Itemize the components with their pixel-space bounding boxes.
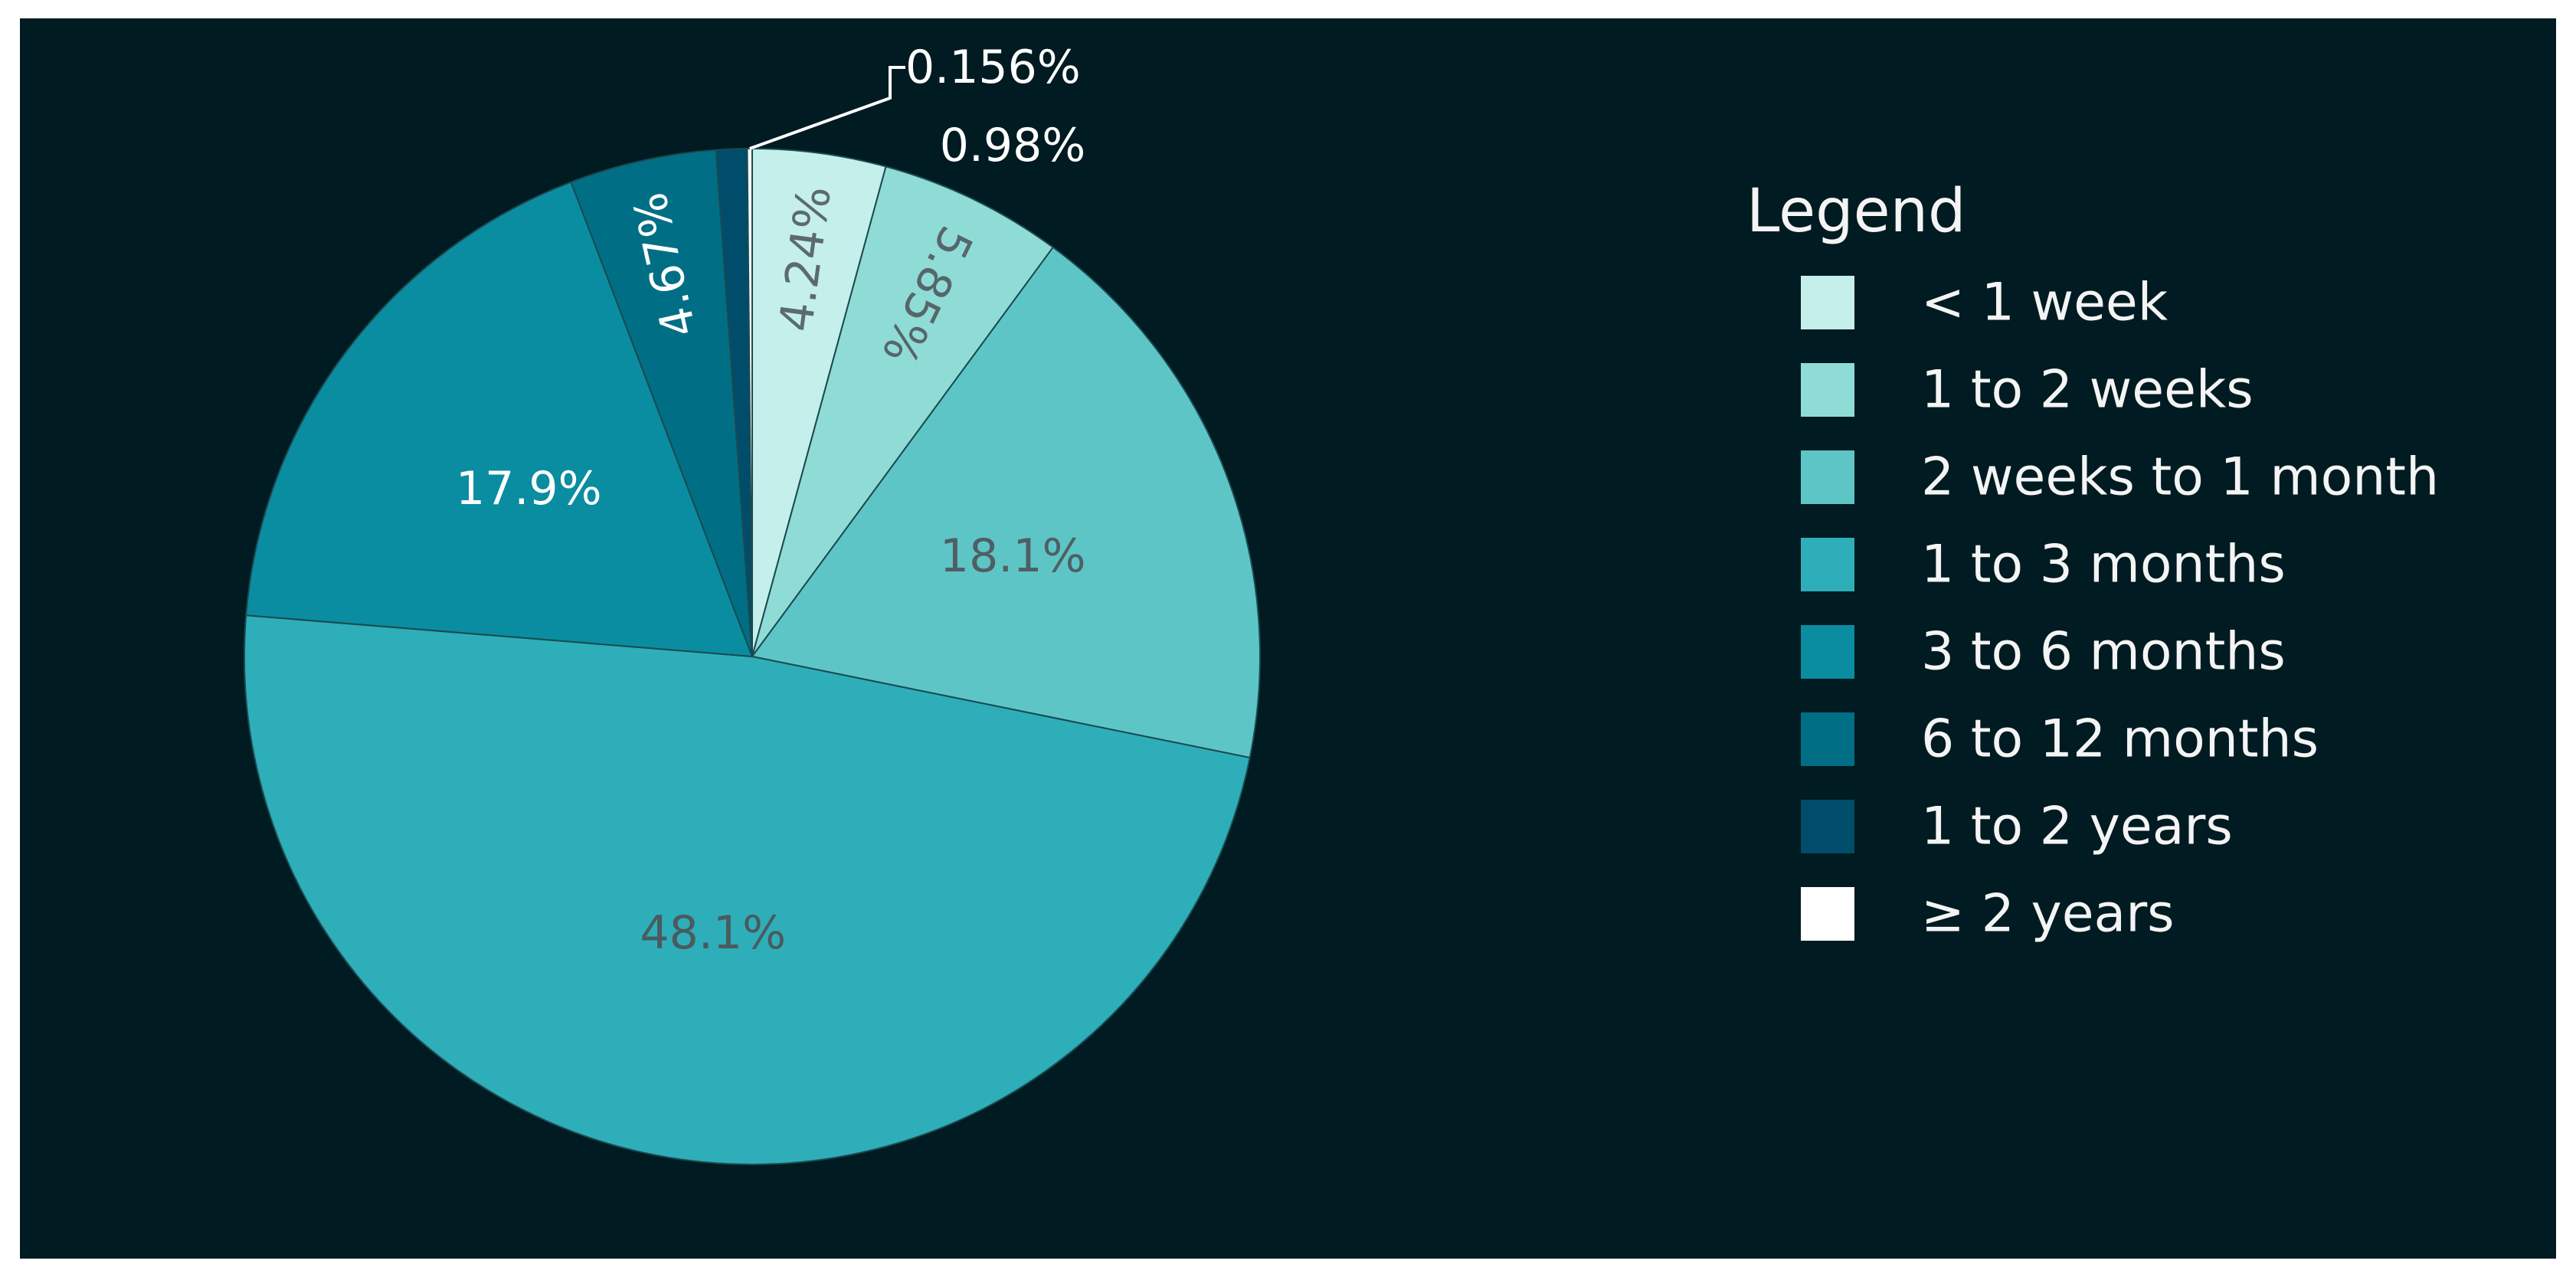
legend-label-lt-1-week: < 1 week [1921,273,2168,333]
slice-label-gte-2-years: 0.156% [905,41,1081,94]
legend-swatch-3-to-6-months [1801,625,1854,679]
legend-label-3-to-6-months: 3 to 6 months [1921,622,2286,683]
legend-label-1-to-3-months: 1 to 3 months [1921,535,2286,595]
legend-label-6-to-12-months: 6 to 12 months [1921,709,2319,770]
legend-label-2-weeks-to-1-month: 2 weeks to 1 month [1921,447,2439,508]
pie-slice-6-to-12-months [570,149,753,657]
legend-swatch-1-to-2-years [1801,800,1854,853]
legend-swatch-6-to-12-months [1801,712,1854,766]
legend-label-gte-2-years: ≥ 2 years [1921,884,2175,945]
legend-swatch-1-to-2-weeks [1801,363,1854,417]
pie-slice-1-to-2-weeks [751,165,1055,657]
legend: Legend < 1 week 1 to 2 weeks 2 weeks to 1 … [1746,177,2439,945]
legend-swatch-1-to-3-months [1801,538,1854,591]
legend-swatch-lt-1-week [1801,276,1854,329]
pie-slice-lt-1-week [751,147,887,657]
legend-label-1-to-2-weeks: 1 to 2 weeks [1921,360,2254,421]
pie-slice-1-to-3-months [244,614,1251,1165]
legend-swatch-gte-2-years [1801,887,1854,941]
slice-leader-gte-2-years [749,66,905,150]
slice-label-2-weeks-to-1-month: 18.1% [940,529,1086,583]
legend-label-1-to-2-years: 1 to 2 years [1921,797,2233,857]
pie-slice-2-weeks-to-1-month [751,246,1261,759]
slice-label-1-to-3-months: 48.1% [640,906,786,960]
slice-label-3-to-6-months: 17.9% [456,462,602,516]
slice-label-1-to-2-years: 0.98% [940,119,1086,172]
legend-title: Legend [1746,177,1966,246]
legend-swatch-2-weeks-to-1-month [1801,450,1854,504]
pie-slice-3-to-6-months [245,181,754,658]
pie-slices [244,147,1261,1165]
